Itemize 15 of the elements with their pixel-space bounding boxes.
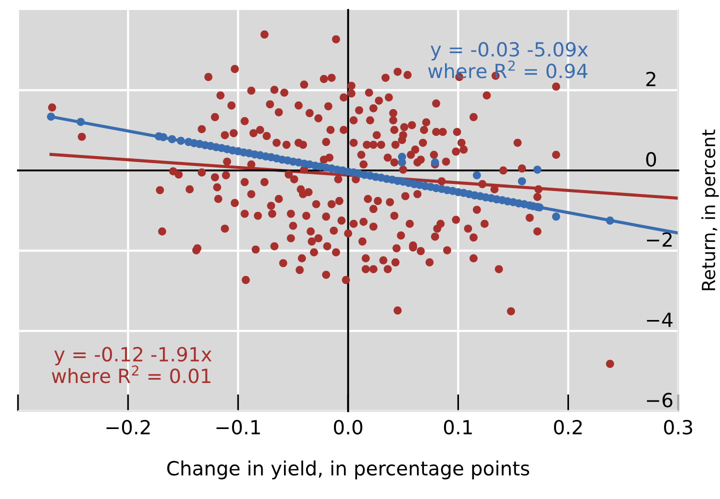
x-tick-label: 0.3 <box>664 420 692 435</box>
y-tick-label: 0 <box>646 152 656 167</box>
y-tick-label: −6 <box>646 392 672 408</box>
y-tick-label: −4 <box>646 312 672 327</box>
x-tick-label: 0.2 <box>554 420 582 435</box>
x-axis-title: Change in yield, in percentage points <box>167 460 530 480</box>
x-tick-label: −0.1 <box>216 420 260 435</box>
annotation: y = -0.03 -5.09x where R$^{2}$ = 0.94 <box>428 42 588 78</box>
annotation: y = -0.12 -1.91x where R$^{2}$ = 0.01 <box>52 346 212 384</box>
x-tick-label: 0.1 <box>444 420 472 435</box>
x-tick-label: 0.0 <box>334 420 362 435</box>
y-axis-title: Return, in percent <box>701 130 719 290</box>
x-tick-label: −0.2 <box>106 420 150 435</box>
y-tick-label: 2 <box>646 72 656 86</box>
y-tick-label: −2 <box>646 232 672 247</box>
